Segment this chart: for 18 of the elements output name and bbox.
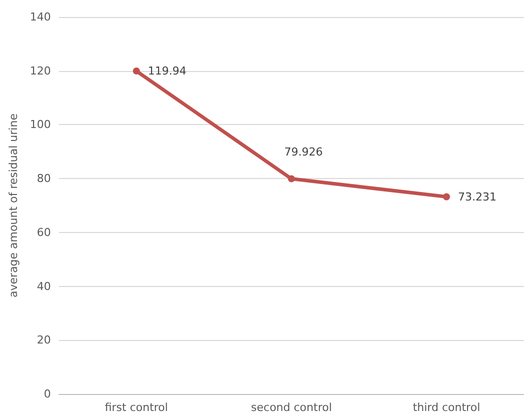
data-label: 79.926 (284, 145, 323, 158)
y-tick-label: 100 (30, 118, 51, 132)
point (288, 175, 295, 182)
y-tick-label: 20 (36, 334, 51, 347)
y-tick-label: 40 (36, 280, 51, 293)
y-tick-label: 120 (30, 64, 51, 78)
y-axis-title: average amount of residual urine (7, 113, 20, 298)
x-tick-label: third control (412, 401, 480, 414)
point (132, 68, 140, 75)
y-tick-label: 0 (44, 388, 51, 400)
x-tick-label: second control (251, 401, 332, 414)
point (442, 193, 450, 200)
y-tick-label: 60 (36, 226, 51, 239)
y-tick-label: 80 (36, 172, 51, 186)
y-tick-label: 140 (30, 10, 51, 24)
x-tick-label: first control (104, 401, 168, 414)
data-label: 73.231 (458, 190, 496, 204)
data-label: 119.94 (148, 64, 186, 78)
